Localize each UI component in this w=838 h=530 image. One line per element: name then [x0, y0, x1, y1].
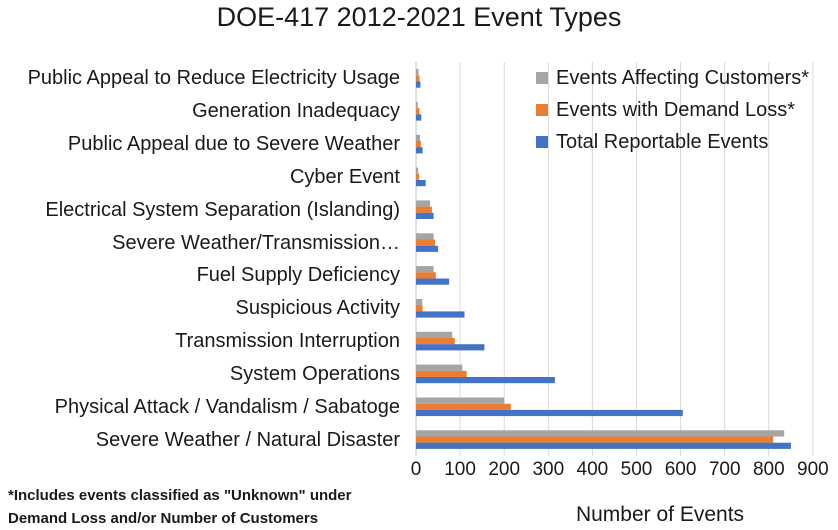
bar	[416, 233, 434, 240]
bar	[416, 200, 431, 207]
bar	[416, 108, 420, 115]
legend-swatch-icon	[536, 72, 548, 84]
chart-title: DOE-417 2012-2021 Event Types	[216, 2, 622, 32]
legend-item: Events with Demand Loss*	[536, 94, 809, 126]
bar	[416, 370, 467, 377]
bar	[416, 69, 419, 76]
category-tick-label: Public Appeal due to Severe Weather	[67, 133, 400, 156]
category-tick-label: Public Appeal to Reduce Electricity Usag…	[27, 67, 400, 90]
category-tick-label: System Operations	[229, 362, 400, 385]
bar	[416, 134, 420, 141]
bar	[416, 266, 434, 273]
legend-item: Total Reportable Events	[536, 126, 809, 158]
x-tick-label: 400	[576, 459, 609, 480]
category-tick-label: Severe Weather/Transmission…	[112, 231, 400, 254]
bar	[416, 364, 463, 371]
bar	[416, 141, 421, 148]
bar	[416, 278, 450, 285]
x-tick-label: 500	[620, 459, 653, 480]
bar	[416, 75, 420, 82]
bar	[416, 442, 791, 449]
footnote-line: *Includes events classified as "Unknown"…	[8, 487, 352, 504]
category-tick-label: Transmission Interruption	[175, 330, 400, 353]
bar	[416, 344, 485, 351]
legend-swatch-icon	[536, 136, 548, 148]
bar	[416, 305, 423, 312]
x-axis-label: Number of Events	[575, 503, 745, 526]
bar	[416, 299, 423, 306]
category-tick-label: Physical Attack / Vandalism / Sabatoge	[54, 395, 400, 418]
legend-label: Events Affecting Customers*	[556, 66, 810, 89]
x-tick-label: 800	[752, 459, 785, 480]
category-tick-label: Severe Weather / Natural Disaster	[95, 428, 400, 451]
bar	[416, 311, 465, 318]
bar	[416, 409, 683, 417]
bar	[416, 436, 774, 443]
legend: Events Affecting Customers* Events with …	[536, 62, 809, 158]
bar	[416, 173, 420, 180]
bar	[416, 245, 439, 252]
footnote-line: Demand Loss and/or Number of Customers	[8, 510, 319, 527]
bar	[416, 331, 453, 338]
bar	[416, 81, 421, 88]
bar	[416, 338, 455, 345]
category-tick-label: Electrical System Separation (Islanding)	[45, 198, 400, 221]
legend-swatch-icon	[536, 104, 548, 116]
bar	[416, 167, 419, 174]
legend-label: Total Reportable Events	[556, 130, 769, 153]
bar	[416, 206, 432, 213]
x-tick-label: 900	[797, 459, 829, 480]
x-tick-label: 600	[664, 459, 697, 480]
footnote: *Includes events classified as "Unknown"…	[8, 484, 352, 530]
bar	[416, 147, 423, 154]
category-tick-label: Cyber Event	[289, 165, 400, 188]
x-tick-label: 100	[444, 459, 476, 480]
legend-label: Events with Demand Loss*	[556, 98, 796, 121]
bar	[416, 239, 435, 246]
x-tick-label: 0	[410, 459, 422, 480]
bar	[416, 114, 422, 121]
bar	[416, 377, 555, 384]
x-tick-label: 200	[488, 459, 521, 480]
bar	[416, 403, 511, 410]
category-tick-label: Generation Inadequacy	[192, 100, 400, 123]
legend-item: Events Affecting Customers*	[536, 62, 809, 94]
bar	[416, 397, 505, 404]
category-tick-label: Suspicious Activity	[235, 297, 400, 320]
bar	[416, 430, 785, 437]
x-tick-label: 700	[708, 459, 741, 480]
bar	[416, 180, 426, 187]
bar	[416, 212, 434, 219]
category-tick-label: Fuel Supply Deficiency	[196, 264, 400, 287]
bar	[416, 272, 436, 279]
x-tick-label: 300	[532, 459, 565, 480]
bar	[416, 102, 418, 109]
